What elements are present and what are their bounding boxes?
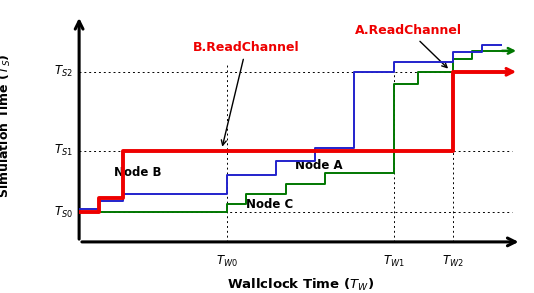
Text: Node A: Node A <box>295 159 343 172</box>
Text: B.ReadChannel: B.ReadChannel <box>193 41 300 145</box>
Text: Wallclock Time ($T_W$): Wallclock Time ($T_W$) <box>227 276 374 292</box>
Text: $T_{S0}$: $T_{S0}$ <box>54 205 73 220</box>
Text: Node C: Node C <box>246 198 294 211</box>
Text: A.ReadChannel: A.ReadChannel <box>355 24 462 68</box>
Text: $T_{S1}$: $T_{S1}$ <box>54 143 73 158</box>
Text: Node B: Node B <box>114 166 162 179</box>
Text: Simulation Time ($T_S$): Simulation Time ($T_S$) <box>0 54 13 198</box>
Text: $T_{W1}$: $T_{W1}$ <box>383 254 405 269</box>
Text: $T_{W2}$: $T_{W2}$ <box>442 254 464 269</box>
Text: $T_{W0}$: $T_{W0}$ <box>216 254 238 269</box>
Text: $T_{S2}$: $T_{S2}$ <box>54 64 73 79</box>
